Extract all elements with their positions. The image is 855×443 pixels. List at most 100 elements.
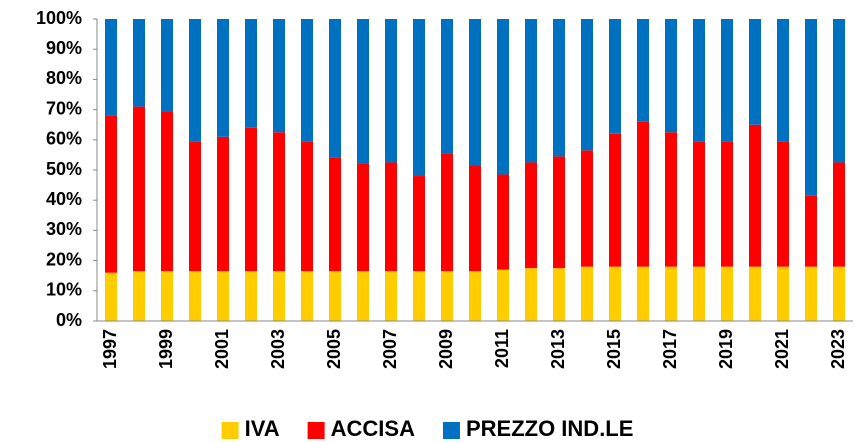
bar-segment	[301, 141, 313, 272]
bar-segment	[609, 266, 621, 321]
bar-segment	[805, 195, 817, 267]
bar-segment	[441, 19, 453, 154]
x-tick-label: 2001	[212, 329, 232, 369]
bar-segment	[525, 19, 537, 163]
x-tick-label: 2005	[324, 329, 344, 369]
bar-segment	[329, 271, 341, 321]
bar-segment	[469, 271, 481, 321]
bar-segment	[189, 141, 201, 272]
bar-segment	[833, 266, 845, 321]
bar-segment	[441, 271, 453, 321]
bar-segment	[497, 19, 509, 175]
bar-segment	[693, 19, 705, 142]
bar-segment	[637, 266, 649, 321]
bar-segment	[357, 19, 369, 164]
bar-segment	[357, 163, 369, 272]
bar-segment	[469, 165, 481, 272]
bar-segment	[665, 132, 677, 267]
bar-segment	[385, 162, 397, 272]
bar-segment	[161, 19, 173, 112]
bar-segment	[413, 271, 425, 321]
bar-segment	[217, 136, 229, 272]
bar-segment	[581, 19, 593, 151]
y-tick-label: 70%	[46, 98, 82, 118]
bar-segment	[497, 174, 509, 270]
y-tick-label: 80%	[46, 68, 82, 88]
bar-segment	[133, 271, 145, 321]
y-tick-label: 40%	[46, 189, 82, 209]
bar-segment	[833, 19, 845, 163]
bar-segment	[749, 124, 761, 267]
bar-segment	[357, 271, 369, 321]
x-tick-label: 2017	[660, 329, 680, 369]
legend-label: IVA	[245, 416, 280, 441]
bar-segment	[245, 127, 257, 272]
x-tick-label: 2007	[380, 329, 400, 369]
bar-segment	[273, 132, 285, 272]
x-tick-label: 2009	[436, 329, 456, 369]
legend-swatch	[442, 422, 460, 439]
bar-segment	[525, 268, 537, 321]
bar-segment	[469, 19, 481, 166]
bar-segment	[777, 266, 789, 321]
bar-segment	[777, 19, 789, 142]
bar-segment	[133, 19, 145, 107]
y-tick-label: 0%	[56, 310, 82, 330]
bar-segment	[385, 19, 397, 163]
y-tick-label: 60%	[46, 129, 82, 149]
y-tick-label: 10%	[46, 280, 82, 300]
bar-segment	[693, 141, 705, 267]
y-tick-label: 50%	[46, 159, 82, 179]
bar-segment	[189, 19, 201, 142]
bar-segment	[805, 19, 817, 196]
x-tick-label: 2013	[548, 329, 568, 369]
bar-segment	[553, 19, 565, 157]
bar-segment	[665, 266, 677, 321]
bar-segment	[273, 271, 285, 321]
bar-segment	[133, 106, 145, 272]
legend-swatch	[221, 422, 239, 439]
bar-segment	[329, 19, 341, 158]
bar-segment	[301, 271, 313, 321]
bar-segment	[161, 271, 173, 321]
bar-segment	[581, 266, 593, 321]
bar-segment	[105, 115, 117, 273]
bar-segment	[777, 141, 789, 267]
bar-segment	[637, 19, 649, 122]
bar-segment	[805, 266, 817, 321]
bar-segment	[749, 19, 761, 125]
x-tick-label: 2015	[604, 329, 624, 369]
x-tick-label: 2019	[716, 329, 736, 369]
bar-segment	[553, 268, 565, 321]
bar-segment	[497, 269, 509, 321]
bar-segment	[413, 19, 425, 177]
legend-label: ACCISA	[331, 416, 415, 441]
bar-segment	[217, 271, 229, 321]
bar-segment	[301, 19, 313, 142]
x-tick-label: 1999	[156, 329, 176, 369]
bar-segment	[245, 271, 257, 321]
bar-segment	[637, 121, 649, 267]
bar-segment	[161, 111, 173, 272]
bar-segment	[105, 19, 117, 116]
bar-segment	[609, 19, 621, 134]
x-tick-label: 2023	[828, 329, 848, 369]
x-tick-label: 2021	[772, 329, 792, 369]
bar-segment	[105, 272, 117, 321]
x-tick-label: 2011	[492, 329, 512, 368]
bar-segment	[665, 19, 677, 133]
y-tick-label: 30%	[46, 219, 82, 239]
x-tick-label: 1997	[100, 329, 120, 369]
bar-segment	[553, 156, 565, 269]
bar-segment	[721, 141, 733, 267]
bar-segment	[245, 19, 257, 128]
legend-swatch	[307, 422, 325, 439]
bar-segment	[441, 153, 453, 272]
bar-segment	[525, 162, 537, 269]
bar-segment	[385, 271, 397, 321]
bar-segment	[189, 271, 201, 321]
bar-segment	[833, 162, 845, 267]
bar-segment	[329, 157, 341, 272]
bar-segment	[217, 19, 229, 137]
